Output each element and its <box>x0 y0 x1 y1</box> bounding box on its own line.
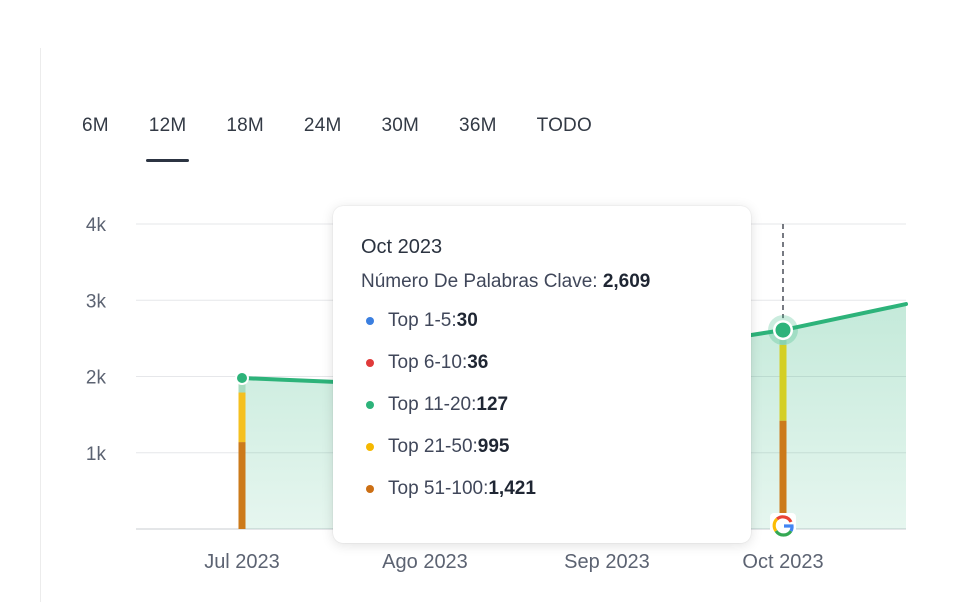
x-tick-label: Sep 2023 <box>564 551 650 573</box>
bar-segment <box>238 392 246 443</box>
tooltip-row-value: 995 <box>477 436 510 457</box>
tooltip-row-label: Top 51-100: <box>388 478 489 499</box>
tooltip-rows: Top 1-5: 30 Top 6-10: 36 Top 11-20: 127 Top… <box>361 307 751 517</box>
tooltip-row-value: 1,421 <box>488 478 536 499</box>
tab-30m[interactable]: 30M <box>381 115 420 136</box>
y-tick-label: 3k <box>86 291 107 312</box>
tooltip-row: Top 21-50: 995 <box>361 433 751 475</box>
y-tick-label: 4k <box>86 215 107 236</box>
legend-dot-icon <box>366 485 374 493</box>
y-tick-label: 1k <box>86 444 107 465</box>
tooltip-row: Top 11-20: 127 <box>361 391 751 433</box>
tooltip-row: Top 1-5: 30 <box>361 307 751 349</box>
bar-segment <box>238 442 246 529</box>
chart-tooltip: Oct 2023 Número De Palabras Clave: 2,609… <box>333 206 751 543</box>
left-divider <box>40 48 41 602</box>
tooltip-row-label: Top 1-5: <box>388 310 457 331</box>
tooltip-row-value: 36 <box>467 352 489 373</box>
tooltip-row-label: Top 21-50: <box>388 436 478 457</box>
google-icon[interactable] <box>770 513 796 539</box>
tooltip-row: Top 6-10: 36 <box>361 349 751 391</box>
bar-segment <box>238 378 246 393</box>
data-point <box>775 322 791 338</box>
tooltip-total: Número De Palabras Clave: 2,609 <box>361 271 751 293</box>
tooltip-row-label: Top 6-10: <box>388 352 468 373</box>
tooltip-total-label: Número De Palabras Clave: <box>361 271 598 292</box>
tab-todo[interactable]: TODO <box>536 115 592 136</box>
legend-dot-icon <box>366 443 374 451</box>
tab-12m[interactable]: 12M <box>145 112 189 162</box>
legend-dot-icon <box>366 317 374 325</box>
x-tick-label: Jul 2023 <box>204 551 280 573</box>
bar-segment <box>779 420 787 529</box>
y-tick-label: 2k <box>86 368 107 389</box>
bar-segment <box>779 344 787 421</box>
x-tick-label: Ago 2023 <box>382 551 468 573</box>
tooltip-row-value: 30 <box>456 310 478 331</box>
x-tick-label: Oct 2023 <box>742 551 823 573</box>
tab-6m[interactable]: 6M <box>82 115 109 136</box>
legend-dot-icon <box>366 401 374 409</box>
tooltip-row-label: Top 11-20: <box>388 394 477 415</box>
period-tabs: 6M 12M 18M 24M 30M 36M TODO <box>82 112 592 164</box>
tab-24m[interactable]: 24M <box>303 115 342 136</box>
data-point <box>237 373 247 384</box>
tooltip-title: Oct 2023 <box>361 236 443 258</box>
tab-36m[interactable]: 36M <box>459 115 497 136</box>
tab-18m[interactable]: 18M <box>226 115 264 136</box>
legend-dot-icon <box>366 359 374 367</box>
tooltip-row-value: 127 <box>476 394 509 415</box>
tooltip-row: Top 51-100: 1,421 <box>361 475 751 517</box>
tooltip-total-value: 2,609 <box>602 271 651 292</box>
